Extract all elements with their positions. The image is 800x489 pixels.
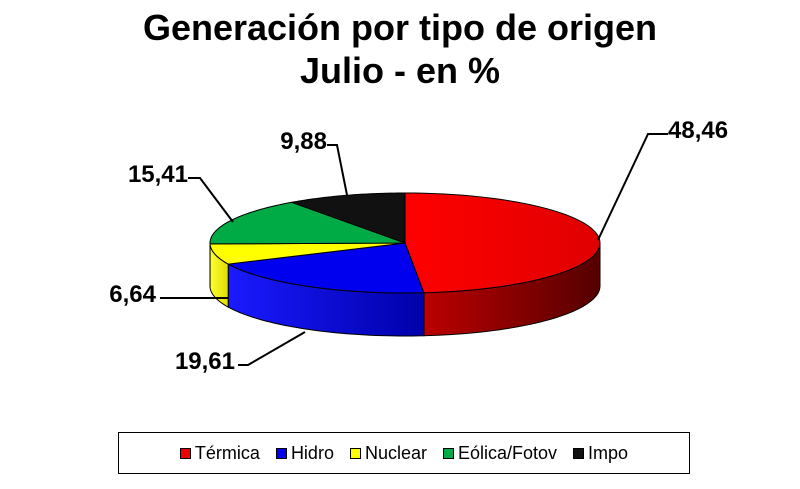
- legend: Térmica Hidro Nuclear Eólica/Fotov Impo: [118, 432, 690, 474]
- legend-swatch-eolica-fotov: [442, 447, 454, 459]
- data-label-eolica-fotov: 15,41: [128, 161, 188, 188]
- chart-title-line: Generación por tipo de origen: [142, 7, 658, 48]
- legend-label-eolica-fotov: Eólica/Fotov: [457, 442, 558, 463]
- data-label-nuclear: 6,64: [109, 281, 156, 308]
- legend-swatch-hidro: [275, 447, 287, 459]
- chart-subtitle-line: Julio - en %: [299, 50, 501, 91]
- data-label-hidro: 19,61: [175, 348, 235, 375]
- slice-termica: [404, 192, 601, 294]
- leader-line-impo: [327, 144, 348, 196]
- legend-label-termica: Térmica: [194, 442, 260, 463]
- legend-item-nuclear: Nuclear: [349, 442, 427, 464]
- slice-hidro: [226, 242, 425, 294]
- legend-item-termica: Térmica: [179, 442, 260, 464]
- data-labels: 48,46 19,61 6,64 15,41 9,88: [109, 117, 728, 375]
- pie-chart: 48,46 19,61 6,64 15,41 9,88: [109, 117, 728, 375]
- slice-impo: [289, 192, 406, 244]
- legend-item-hidro: Hidro: [275, 442, 334, 464]
- legend-swatch-impo: [573, 447, 585, 459]
- legend-item-eolica-fotov: Eólica/Fotov: [442, 442, 558, 464]
- legend-item-impo: Impo: [573, 443, 628, 464]
- leader-line-termica: [597, 133, 668, 241]
- leader-line-eolica-fotov: [188, 177, 234, 223]
- legend-label-impo: Impo: [588, 442, 629, 463]
- legend-swatch-termica: [179, 447, 191, 459]
- legend-label-hidro: Hidro: [290, 442, 334, 463]
- chart-title: Generación por tipo de origen Julio - en…: [0, 6, 800, 92]
- legend-swatch-nuclear: [349, 447, 361, 459]
- data-label-impo: 9,88: [280, 128, 327, 155]
- pie-group: [209, 192, 601, 337]
- leader-line-hidro: [238, 331, 306, 366]
- data-label-termica: 48,46: [668, 117, 728, 144]
- legend-label-nuclear: Nuclear: [364, 442, 427, 463]
- slice-nuclear: [209, 242, 406, 265]
